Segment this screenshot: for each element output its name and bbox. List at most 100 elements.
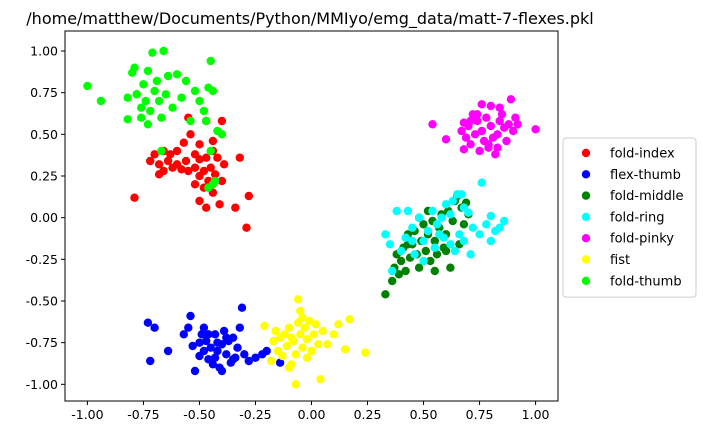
point-fold-index bbox=[195, 196, 204, 206]
point-fold-ring bbox=[450, 246, 460, 256]
point-fold-index bbox=[168, 163, 177, 172]
point-fold-ring bbox=[448, 196, 457, 206]
point-fold-pinky bbox=[504, 120, 513, 129]
point-fold-pinky bbox=[495, 103, 504, 112]
point-fold-pinky bbox=[493, 143, 502, 152]
point-fold-middle bbox=[448, 216, 457, 226]
legend-label: fist bbox=[610, 253, 630, 268]
point-fold-thumb bbox=[143, 120, 153, 129]
point-fist bbox=[329, 330, 339, 339]
point-fold-index bbox=[190, 180, 200, 189]
point-fist bbox=[287, 333, 296, 342]
point-fist bbox=[314, 340, 323, 349]
y-tick-label: -0.25 bbox=[26, 252, 58, 267]
point-fold-index bbox=[217, 176, 227, 186]
point-fold-ring bbox=[457, 190, 466, 199]
point-fold-pinky bbox=[509, 126, 518, 136]
point-flex-thumb bbox=[222, 350, 231, 359]
point-flex-thumb bbox=[208, 360, 218, 369]
point-fold-thumb bbox=[139, 80, 148, 89]
point-fold-middle bbox=[421, 246, 430, 256]
series-fold-pinky bbox=[428, 95, 540, 159]
x-tick-label: 0.75 bbox=[466, 407, 494, 422]
point-fold-index bbox=[208, 136, 218, 146]
point-fold-ring bbox=[430, 243, 439, 252]
point-fist bbox=[318, 326, 327, 336]
point-fold-index bbox=[235, 153, 244, 162]
point-fold-pinky bbox=[466, 116, 475, 126]
point-fold-middle bbox=[394, 270, 404, 279]
legend-box bbox=[562, 137, 697, 298]
point-flex-thumb bbox=[244, 356, 253, 366]
point-fold-ring bbox=[410, 250, 419, 259]
y-tick-label: -1.00 bbox=[26, 377, 58, 392]
point-fist bbox=[284, 323, 294, 332]
point-fold-index bbox=[190, 163, 200, 172]
point-fold-index bbox=[177, 165, 186, 174]
point-flex-thumb bbox=[199, 346, 209, 356]
point-fold-index bbox=[179, 138, 188, 147]
plot-area bbox=[65, 31, 558, 401]
point-fold-ring bbox=[500, 216, 509, 226]
point-fold-ring bbox=[419, 256, 428, 266]
point-fold-middle bbox=[401, 266, 410, 276]
point-fist bbox=[298, 343, 307, 352]
point-fist bbox=[267, 356, 276, 366]
point-fold-thumb bbox=[190, 86, 200, 96]
point-fold-ring bbox=[408, 236, 417, 246]
point-fist bbox=[293, 295, 303, 304]
point-fist bbox=[340, 345, 350, 354]
point-fold-pinky bbox=[506, 95, 516, 104]
point-fist bbox=[345, 315, 354, 324]
point-fist bbox=[300, 323, 309, 332]
point-fold-index bbox=[244, 191, 253, 201]
point-fold-index bbox=[130, 193, 139, 202]
point-fist bbox=[361, 348, 370, 357]
point-fold-middle bbox=[388, 276, 397, 286]
point-fold-ring bbox=[432, 220, 442, 229]
point-fold-thumb bbox=[96, 96, 106, 106]
point-fist bbox=[291, 380, 300, 389]
point-fold-index bbox=[210, 170, 220, 179]
point-flex-thumb bbox=[262, 346, 271, 356]
point-flex-thumb bbox=[146, 356, 155, 366]
point-fist bbox=[280, 330, 289, 339]
point-fold-index bbox=[202, 203, 211, 212]
legend: fold-index flex-thumb fold-middle fold-ring… bbox=[562, 137, 697, 298]
y-tick-label: 0.00 bbox=[30, 210, 58, 225]
point-fist bbox=[307, 346, 316, 356]
point-fold-thumb bbox=[137, 113, 146, 122]
point-fold-thumb bbox=[206, 146, 215, 156]
legend-marker bbox=[581, 212, 591, 222]
point-fold-index bbox=[154, 170, 164, 179]
point-fold-index bbox=[219, 160, 229, 169]
point-fold-middle bbox=[430, 266, 439, 276]
y-tick-label: 0.25 bbox=[30, 169, 58, 184]
point-flex-thumb bbox=[233, 343, 242, 352]
series-fist bbox=[260, 295, 370, 389]
point-fold-index bbox=[181, 156, 191, 166]
point-fold-index bbox=[146, 156, 155, 166]
point-fold-middle bbox=[426, 256, 435, 266]
chart-title: /home/matthew/Documents/Python/MMIyo/emg… bbox=[26, 9, 593, 29]
point-fist bbox=[271, 326, 280, 336]
point-fold-thumb bbox=[210, 176, 220, 186]
point-fold-index bbox=[154, 160, 164, 169]
point-fold-pinky bbox=[428, 120, 437, 129]
point-flex-thumb bbox=[195, 338, 204, 347]
x-tick-label: 0.50 bbox=[410, 407, 438, 422]
point-fist bbox=[302, 335, 312, 344]
point-fold-thumb bbox=[148, 48, 157, 57]
point-fist bbox=[309, 330, 318, 339]
point-fold-ring bbox=[486, 236, 495, 246]
point-flex-thumb bbox=[190, 366, 200, 376]
point-fold-index bbox=[206, 163, 215, 172]
legend-label: fold-pinky bbox=[610, 232, 674, 247]
point-fold-index bbox=[184, 166, 193, 176]
point-fold-pinky bbox=[497, 110, 507, 119]
x-tick-label: 0.00 bbox=[298, 407, 326, 422]
x-tick-label: -1.00 bbox=[71, 407, 103, 422]
legend-marker bbox=[581, 234, 591, 243]
point-flex-thumb bbox=[219, 326, 229, 336]
point-fold-index bbox=[217, 116, 227, 126]
